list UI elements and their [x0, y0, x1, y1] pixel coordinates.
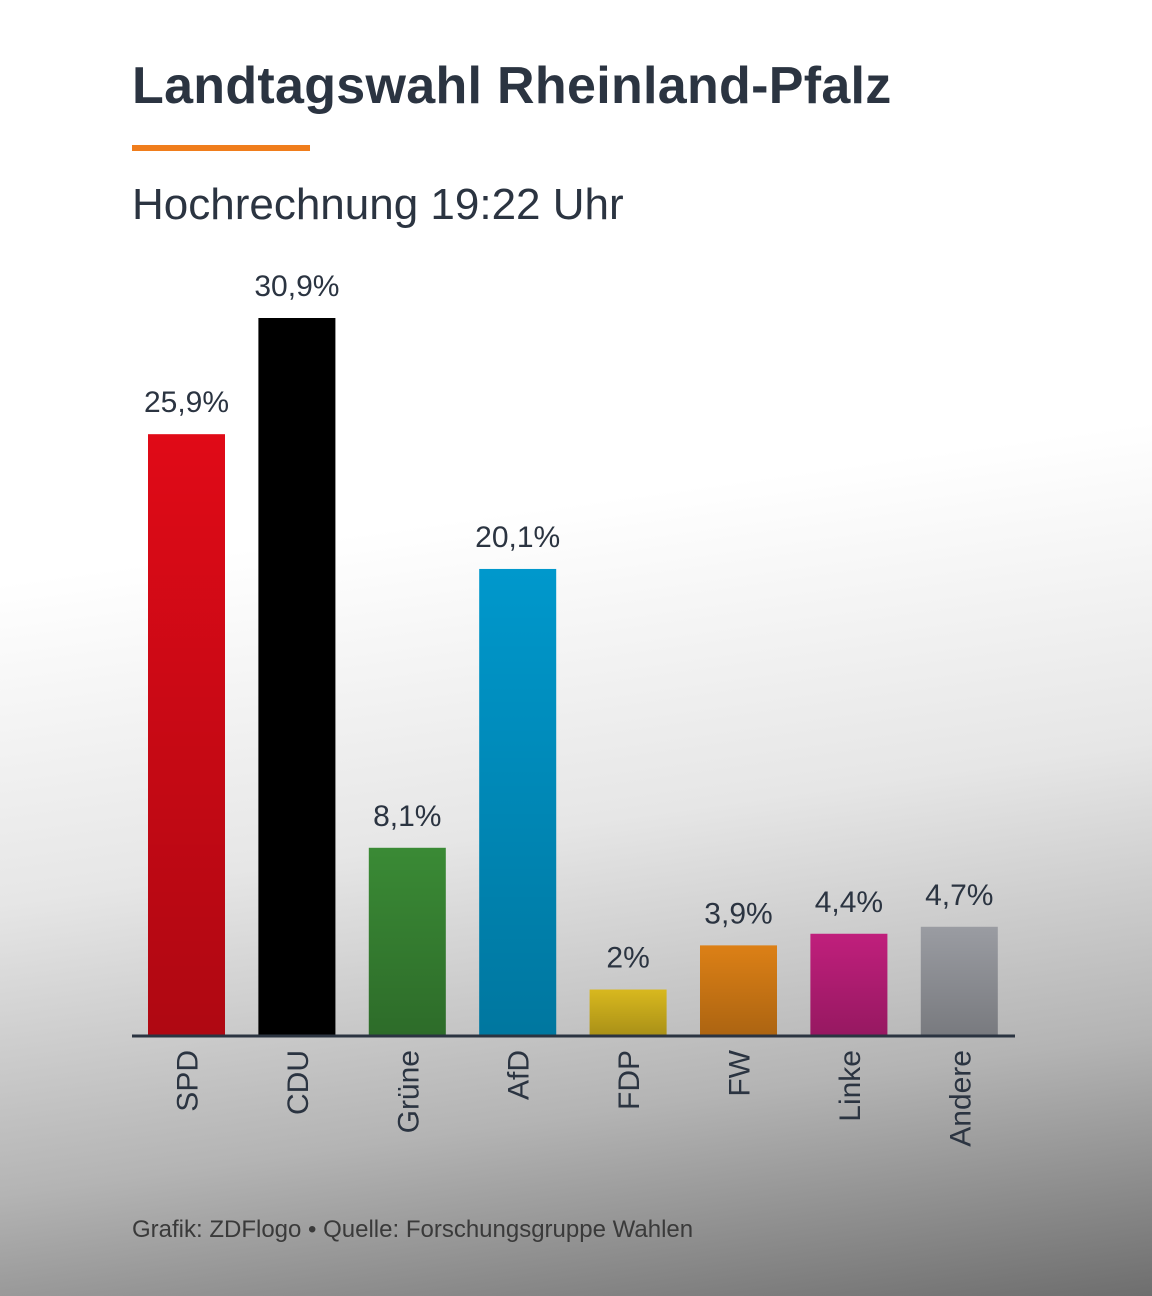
category-label: AfD — [503, 1050, 536, 1100]
category-label: Andere — [944, 1050, 977, 1147]
chart-subtitle: Hochrechnung 19:22 Uhr — [132, 180, 624, 229]
data-label: 2% — [606, 942, 649, 975]
bar-shade — [810, 933, 888, 1036]
chart-title: Landtagswahl Rheinland-Pfalz — [132, 57, 892, 115]
category-label: CDU — [282, 1050, 315, 1115]
data-label: 25,9% — [144, 386, 229, 419]
data-label: 3,9% — [704, 897, 772, 930]
category-label: SPD — [172, 1050, 205, 1112]
category-label: FW — [724, 1049, 757, 1096]
title-accent-line — [132, 145, 310, 151]
bar-shade — [368, 847, 446, 1036]
data-label: 30,9% — [254, 270, 339, 303]
source-footer: Grafik: ZDFlogo • Quelle: Forschungsgrup… — [132, 1216, 694, 1243]
data-label: 8,1% — [373, 800, 441, 833]
bar-shade — [148, 434, 225, 1036]
category-label: Grüne — [392, 1050, 425, 1133]
data-label: 4,7% — [925, 879, 993, 912]
data-label: 4,4% — [815, 886, 883, 919]
bar-shade — [479, 568, 557, 1036]
bar-shade — [700, 945, 777, 1036]
category-label: FDP — [613, 1050, 646, 1110]
bar-shade — [589, 989, 667, 1036]
bar-shade — [258, 318, 336, 1036]
bar-shade — [920, 926, 998, 1036]
category-label: Linke — [834, 1050, 867, 1122]
data-label: 20,1% — [475, 521, 560, 554]
